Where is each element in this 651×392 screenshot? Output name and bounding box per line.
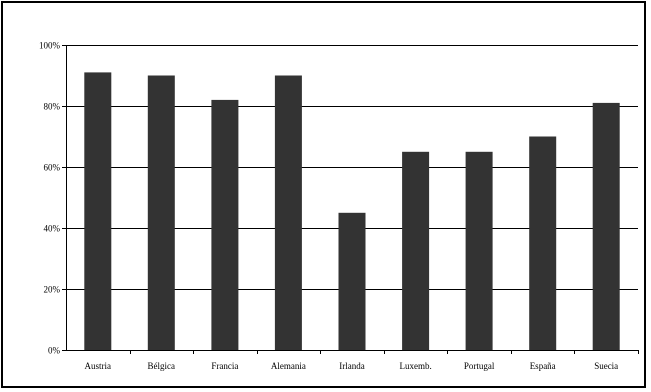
x-tick-label: Alemania [271,361,306,371]
x-tick-label: Francia [211,361,238,371]
bar-6 [465,151,493,351]
x-tick-label: Luxemb. [399,361,431,371]
x-tick-label: Suecia [594,361,618,371]
bar-1 [147,75,175,350]
bar-7 [529,136,557,350]
bar-8 [592,102,620,351]
y-tick-label: 0% [48,346,61,356]
x-tick-label: Portugal [464,361,495,371]
y-tick-label: 80% [44,102,61,112]
bar-2 [211,99,239,351]
bar-5 [402,151,430,351]
x-tick-label: España [530,361,556,371]
x-tick-labels: Austria Bélgica Francia Alemania Irlanda Luxe… [85,361,619,371]
bar-3 [274,75,302,350]
y-tick-label: 20% [44,285,61,295]
bars [84,72,620,351]
y-tick-label: 40% [44,224,61,234]
bar-0 [84,72,112,351]
x-tick-label: Irlanda [339,361,364,371]
y-tick-label: 60% [44,163,61,173]
y-tick-label: 100% [39,41,61,51]
axes [62,45,639,354]
x-tick-label: Bélgica [148,361,176,371]
bar-4 [338,212,366,351]
y-tick-labels: 0% 20% 40% 60% 80% 100% [39,41,61,356]
x-tick-label: Austria [85,361,112,371]
